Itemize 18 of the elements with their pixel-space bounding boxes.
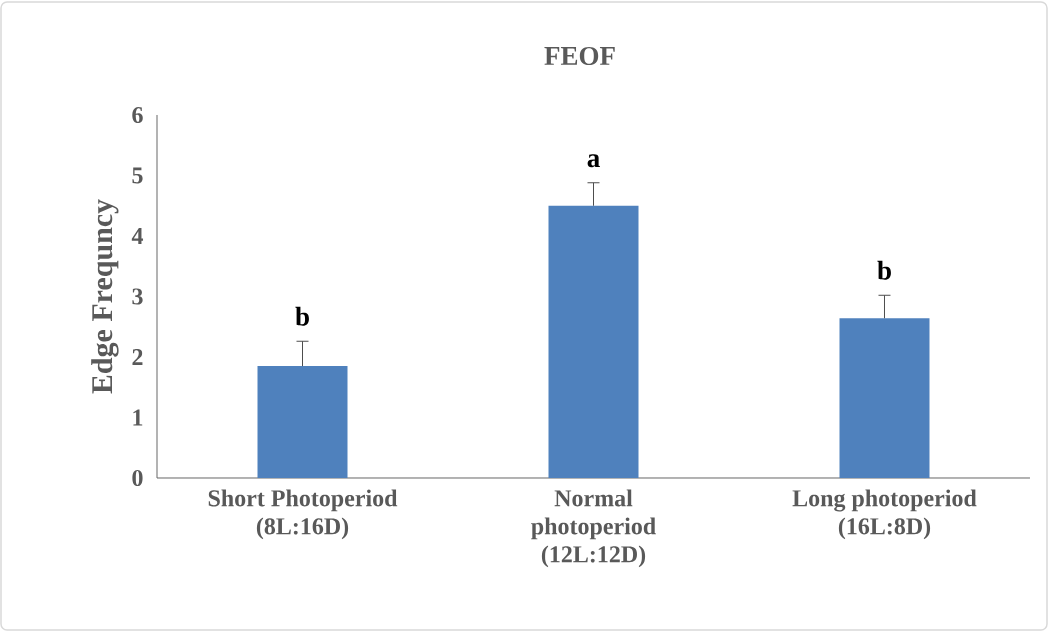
bar — [548, 205, 639, 478]
y-tick-label: 4 — [131, 228, 144, 244]
y-axis-title: Edge Frequncy — [91, 199, 119, 394]
y-tick-label: 6 — [132, 106, 143, 124]
annotation: b — [295, 306, 309, 326]
x-tick-label: Normal photoperiod (12L:12D) — [531, 489, 656, 568]
annotation: a — [587, 154, 600, 168]
y-tick-label: 0 — [132, 469, 143, 487]
annotation: b — [877, 260, 891, 280]
y-tick-label: 1 — [133, 409, 143, 426]
y-tick-label: 2 — [132, 349, 143, 365]
y-tick-label: 5 — [132, 167, 143, 184]
bar — [839, 318, 930, 478]
chart-title: FEOF — [544, 46, 615, 66]
y-tick-label: 3 — [132, 288, 143, 305]
x-tick-label: Long photoperiod (16L:8D) — [792, 489, 977, 540]
x-tick-label: Short Photoperiod (8L:16D) — [208, 489, 398, 540]
bar — [257, 366, 348, 478]
